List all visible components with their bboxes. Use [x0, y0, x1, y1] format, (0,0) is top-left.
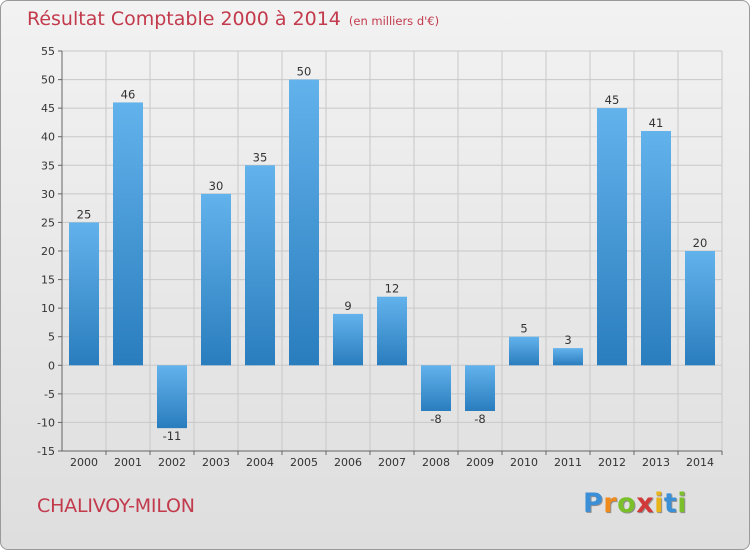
logo-letter: P — [583, 488, 604, 519]
y-tick-label: 30 — [41, 188, 55, 201]
bar — [377, 296, 407, 366]
x-tick-label: 2011 — [554, 456, 582, 469]
proxiti-logo: Proxiti — [583, 488, 687, 519]
data-label: 41 — [649, 116, 664, 130]
data-label: 45 — [605, 93, 620, 107]
y-tick-label: -10 — [37, 416, 55, 429]
bar — [421, 365, 451, 411]
bar — [113, 102, 143, 366]
chart-subtitle: (en milliers d'€) — [348, 14, 440, 28]
logo-letter: o — [617, 488, 637, 519]
bar — [157, 365, 187, 429]
bar — [245, 165, 275, 366]
x-tick-label: 2001 — [114, 456, 142, 469]
chart-title: Résultat Comptable 2000 à 2014 — [27, 8, 341, 30]
data-label: 30 — [209, 179, 224, 193]
y-tick-label: 5 — [48, 331, 55, 344]
data-label: -11 — [163, 429, 182, 443]
title-row: Résultat Comptable 2000 à 2014 (en millie… — [27, 8, 439, 30]
data-labels: 25 46 -11 30 35 50 9 12 -8 -8 5 3 45 41 20 — [77, 65, 708, 444]
y-tick-label: 0 — [48, 359, 55, 372]
x-tick-label: 2000 — [70, 456, 98, 469]
data-label: -8 — [430, 412, 441, 426]
y-tick-label: 15 — [41, 274, 55, 287]
y-tick-label: 10 — [41, 302, 55, 315]
bar — [509, 336, 539, 366]
data-label: 3 — [564, 333, 571, 347]
bars — [69, 79, 715, 429]
y-tick-label: 55 — [41, 45, 55, 58]
data-label: -8 — [474, 412, 485, 426]
y-tick-label: 40 — [41, 131, 55, 144]
data-label: 9 — [344, 299, 351, 313]
x-tick-label: 2010 — [510, 456, 538, 469]
y-tick-label: -5 — [44, 388, 55, 401]
data-label: 20 — [693, 236, 708, 250]
data-label: 12 — [385, 282, 400, 296]
x-tick-label: 2006 — [334, 456, 362, 469]
x-tick-label: 2008 — [422, 456, 450, 469]
bar — [289, 79, 319, 366]
x-tick-label: 2012 — [598, 456, 626, 469]
x-tick-label: 2004 — [246, 456, 274, 469]
bar — [685, 251, 715, 366]
y-tick-label: 50 — [41, 74, 55, 87]
bar — [465, 365, 495, 411]
y-tick-label: 20 — [41, 245, 55, 258]
bar — [641, 131, 671, 366]
y-tick-label: 35 — [41, 159, 55, 172]
x-tick-label: 2003 — [202, 456, 230, 469]
x-tick-label: 2005 — [290, 456, 318, 469]
place-name: CHALIVOY-MILON — [37, 495, 195, 517]
x-tick-label: 2013 — [642, 456, 670, 469]
bar — [201, 193, 231, 366]
y-tick-label: 45 — [41, 102, 55, 115]
bar — [69, 222, 99, 366]
x-tick-label: 2014 — [686, 456, 714, 469]
x-tick-label: 2009 — [466, 456, 494, 469]
data-label: 25 — [77, 207, 92, 221]
bar — [333, 313, 363, 366]
logo-letter: i — [654, 488, 664, 519]
data-label: 5 — [520, 322, 527, 336]
x-tick-label: 2002 — [158, 456, 186, 469]
y-tick-label: -15 — [37, 445, 55, 458]
bar — [597, 108, 627, 366]
logo-letter: r — [603, 488, 618, 519]
data-label: 46 — [121, 87, 136, 101]
data-label: 50 — [297, 65, 312, 79]
logo-letter: i — [677, 488, 688, 519]
logo-letter: t — [663, 488, 678, 519]
y-tick-label: 25 — [41, 216, 55, 229]
data-label: 35 — [253, 150, 268, 164]
x-tick-label: 2007 — [378, 456, 406, 469]
logo-letter: x — [636, 488, 655, 519]
bar — [553, 348, 583, 366]
